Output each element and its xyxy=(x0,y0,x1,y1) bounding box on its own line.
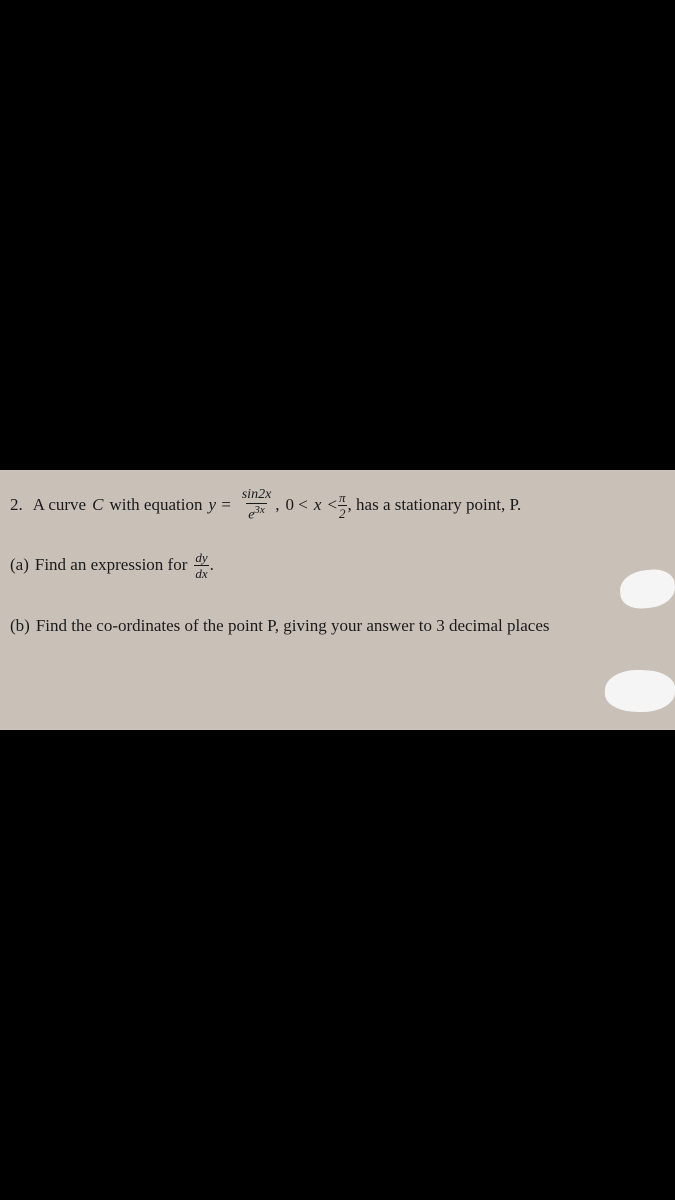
part-a-period: . xyxy=(210,553,214,577)
deriv-numerator: dy xyxy=(194,551,208,565)
domain-lt: < xyxy=(327,493,337,517)
stem-text-post: , has a stationary point, P. xyxy=(348,493,522,517)
stem-text-pre: A curve xyxy=(33,493,86,517)
part-a-line: (a) Find an expression for dy dx . xyxy=(10,551,665,580)
frac1-numerator: sin2x xyxy=(240,488,274,503)
question-number: 2. xyxy=(10,493,23,517)
deriv-denominator: dx xyxy=(194,565,208,580)
part-a-label: (a) xyxy=(10,553,29,577)
question-paper-region: 2. A curve C with equation y = sin2x e3x… xyxy=(0,470,675,730)
domain-variable: x xyxy=(314,493,322,517)
curve-symbol: C xyxy=(92,493,103,517)
part-b-label: (b) xyxy=(10,614,30,638)
question-stem-line: 2. A curve C with equation y = sin2x e3x… xyxy=(10,488,665,523)
frac1-denominator: e3x xyxy=(246,503,267,523)
part-b-line: (b) Find the co-ordinates of the point P… xyxy=(10,614,665,638)
fraction-pi-over-2: π 2 xyxy=(338,491,347,520)
fraction-sin2x-over-e3x: sin2x e3x xyxy=(240,488,274,523)
part-a-text-pre: Find an expression for xyxy=(35,553,188,577)
comma-1: , xyxy=(275,493,279,517)
y-equals: y = xyxy=(208,493,231,517)
part-b-text: Find the co-ordinates of the point P, gi… xyxy=(36,614,550,638)
redaction-scribble-2 xyxy=(604,668,675,714)
frac2-denominator: 2 xyxy=(338,505,347,520)
stem-text-mid: with equation xyxy=(109,493,202,517)
fraction-dy-dx: dy dx xyxy=(194,551,208,580)
domain-lhs: 0 < xyxy=(286,493,308,517)
frac2-numerator: π xyxy=(338,491,347,505)
